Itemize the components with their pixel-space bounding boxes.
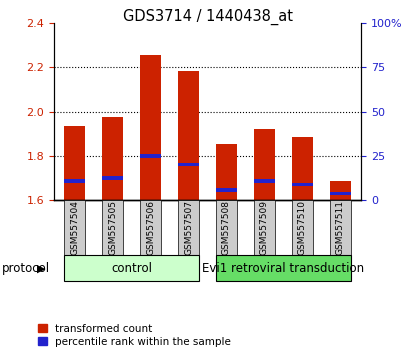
Legend: transformed count, percentile rank within the sample: transformed count, percentile rank withi… [39,324,231,347]
Text: GSM557506: GSM557506 [146,200,155,255]
Bar [254,129,275,200]
Text: ▶: ▶ [37,263,45,273]
Bar [64,179,85,183]
Text: protocol: protocol [2,262,50,275]
Bar [292,137,313,200]
Bar [102,200,123,255]
Bar [292,200,313,255]
Text: GDS3714 / 1440438_at: GDS3714 / 1440438_at [122,9,293,25]
Text: GSM557505: GSM557505 [108,200,117,255]
Text: GSM557511: GSM557511 [336,200,345,255]
Bar [216,255,351,281]
Text: Evi1 retroviral transduction: Evi1 retroviral transduction [202,262,364,275]
Bar [216,188,237,192]
Bar [102,176,123,180]
Text: GSM557510: GSM557510 [298,200,307,255]
Text: GSM557508: GSM557508 [222,200,231,255]
Bar [254,179,275,183]
Bar [216,200,237,255]
Bar [178,200,199,255]
Bar [178,163,199,166]
Bar [178,70,199,200]
Bar [330,200,351,255]
Text: control: control [111,262,152,275]
Bar [216,144,237,200]
Bar [140,154,161,158]
Bar [64,255,199,281]
Bar [140,55,161,200]
Bar [102,117,123,200]
Text: GSM557504: GSM557504 [70,200,79,255]
Bar [254,200,275,255]
Bar [64,126,85,200]
Bar [64,200,85,255]
Bar [140,200,161,255]
Bar [292,183,313,186]
Bar [330,192,351,195]
Text: GSM557509: GSM557509 [260,200,269,255]
Bar [330,181,351,200]
Text: GSM557507: GSM557507 [184,200,193,255]
